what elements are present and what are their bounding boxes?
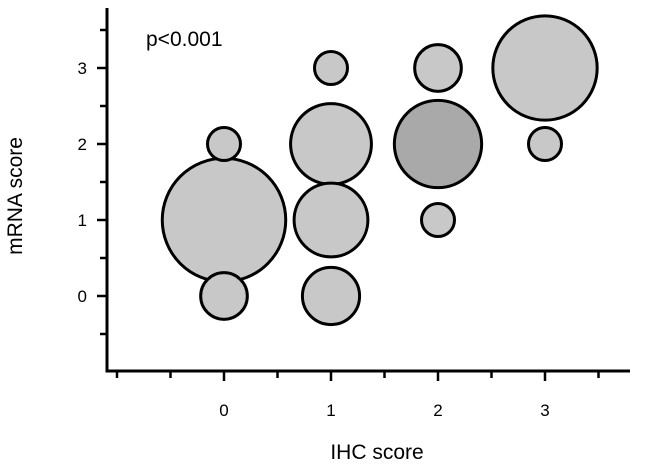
y-tick-label-1: 1 — [78, 211, 87, 230]
x-axis-title: IHC score — [330, 441, 423, 464]
y-axis-title: mRNA score — [4, 137, 27, 255]
y-tick-label-3: 3 — [78, 59, 87, 78]
bubble-point-x3-y3 — [491, 14, 599, 122]
chart-axes: 0 1 2 3 0 1 2 3 — [78, 8, 630, 420]
bubble-point-x2-y1 — [420, 202, 456, 238]
bubble-point-x2-y3 — [413, 43, 463, 93]
bubble-point-x1-y3 — [313, 50, 349, 86]
bubble-point-x0-y1 — [160, 156, 288, 284]
plot-marks — [160, 14, 599, 327]
x-tick-label-3: 3 — [540, 401, 549, 420]
p-value-annotation: p<0.001 — [146, 28, 223, 51]
x-tick-label-2: 2 — [433, 401, 442, 420]
bubble-point-x1-y2 — [289, 102, 373, 186]
x-tick-label-0: 0 — [219, 401, 228, 420]
bubble-point-x1-y1 — [292, 181, 370, 259]
y-tick-label-2: 2 — [78, 135, 87, 154]
bubble-point-x2-y2 — [392, 98, 484, 190]
bubble-point-x1-y0 — [300, 265, 362, 327]
bubble-point-x0-y2 — [206, 126, 242, 162]
x-tick-label-1: 1 — [326, 401, 335, 420]
bubble-point-x0-y0 — [199, 271, 249, 321]
y-tick-label-0: 0 — [78, 287, 87, 306]
bubble-point-x3-y2 — [527, 126, 563, 162]
